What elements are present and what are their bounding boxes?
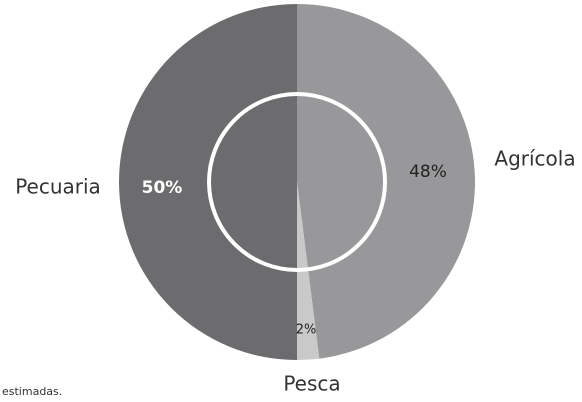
category-label: Agrícola	[494, 147, 575, 171]
category-label: Pecuaria	[15, 175, 101, 199]
note: estimadas.	[2, 385, 62, 398]
inner-ring	[207, 92, 387, 272]
category-label: Pesca	[283, 372, 340, 396]
value-label: 48%	[409, 162, 447, 182]
value-label: 2%	[296, 323, 317, 338]
value-label: 50%	[142, 178, 183, 198]
